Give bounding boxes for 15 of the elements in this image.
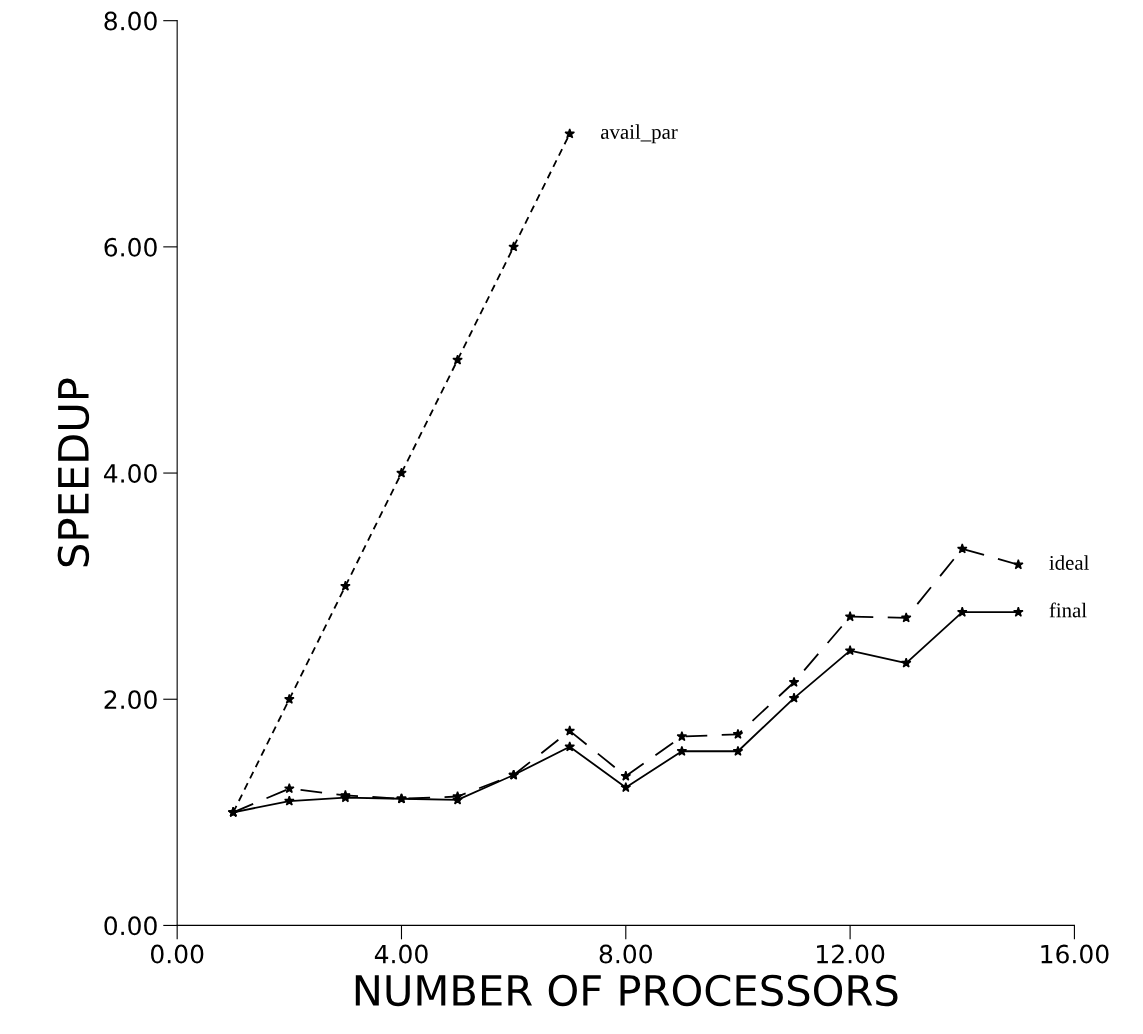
y-tick-label: 2.00 bbox=[104, 690, 157, 710]
x-tick-label: 8.00 bbox=[599, 944, 652, 964]
y-axis-title: SPEEDUP bbox=[57, 378, 90, 567]
y-tick-label: 8.00 bbox=[104, 11, 157, 31]
x-tick-label: 16.00 bbox=[1041, 944, 1109, 964]
x-tick-label: 12.00 bbox=[817, 944, 885, 964]
x-tick-label: 4.00 bbox=[374, 944, 428, 964]
x-tick-label: 0.00 bbox=[150, 944, 204, 964]
series-label: final bbox=[1049, 602, 1087, 618]
y-tick-label: 4.00 bbox=[103, 464, 157, 483]
series-label: ideal bbox=[1049, 555, 1089, 570]
y-tick-label: 0.00 bbox=[104, 916, 157, 936]
y-tick-label: 6.00 bbox=[104, 237, 157, 257]
series-label: avail_par bbox=[601, 124, 678, 144]
x-axis-title: NUMBER OF PROCESSORS bbox=[355, 974, 898, 1007]
